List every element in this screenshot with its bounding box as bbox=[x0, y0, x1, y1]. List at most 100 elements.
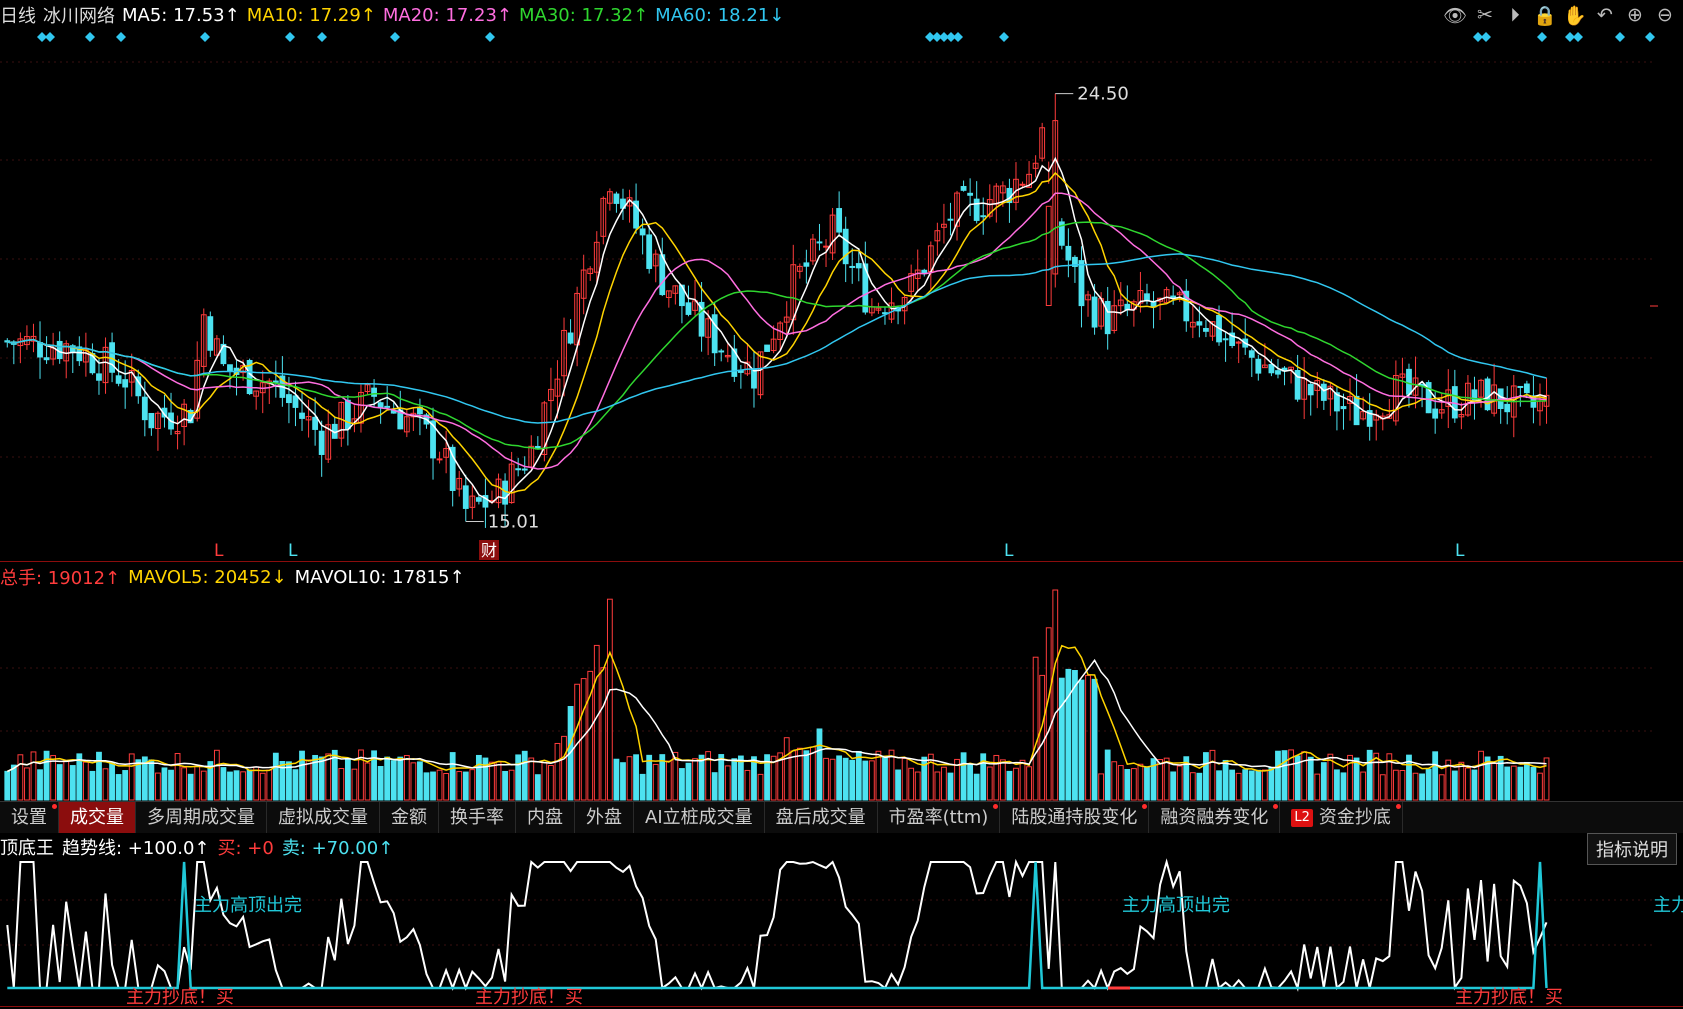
top-signal-label: 主力高顶出完 bbox=[194, 895, 302, 916]
candle-body bbox=[1320, 383, 1327, 401]
volume-bar bbox=[1196, 772, 1203, 801]
volume-bar bbox=[1268, 767, 1275, 801]
candle-body bbox=[508, 463, 515, 504]
tab-label: 外盘 bbox=[586, 807, 622, 828]
zoom-out-icon[interactable]: ⊖ bbox=[1657, 4, 1673, 26]
period-label[interactable]: 日线 bbox=[0, 6, 36, 27]
volume-bar bbox=[548, 764, 554, 801]
candle-body bbox=[299, 412, 305, 419]
volume-bar bbox=[901, 757, 908, 801]
volume-bar bbox=[823, 757, 829, 801]
signal-diamond-icon bbox=[285, 32, 295, 42]
tab-13[interactable]: L2 资金抄底 bbox=[1280, 802, 1403, 833]
candle-body bbox=[698, 301, 705, 337]
candle-body bbox=[1091, 296, 1098, 328]
volume-bar bbox=[436, 769, 443, 801]
candle-body bbox=[1366, 410, 1373, 427]
volume-bar bbox=[30, 751, 37, 801]
candle-body bbox=[148, 412, 155, 429]
candle-body bbox=[548, 388, 554, 402]
tab-dot-icon bbox=[52, 804, 57, 809]
volume-bar bbox=[1072, 670, 1078, 801]
signal-diamond-icon bbox=[939, 32, 949, 42]
volume-bar bbox=[56, 764, 63, 801]
undo-icon[interactable]: ↶ bbox=[1597, 4, 1613, 26]
tab-2[interactable]: 多周期成交量 bbox=[136, 802, 267, 833]
candle-body bbox=[718, 350, 725, 353]
zoom-in-icon[interactable]: ⊕ bbox=[1627, 4, 1643, 26]
volume-bar bbox=[921, 756, 928, 801]
scissors-icon[interactable]: ✂ bbox=[1477, 4, 1493, 26]
candle-body bbox=[1183, 290, 1190, 322]
tab-1[interactable]: 成交量 bbox=[59, 802, 136, 833]
lock-icon[interactable]: 🔒 bbox=[1533, 5, 1557, 27]
volume-bar bbox=[292, 769, 299, 801]
candle-body bbox=[1222, 338, 1229, 341]
candle-body bbox=[292, 395, 299, 408]
volume-bar bbox=[475, 754, 482, 801]
candle-body bbox=[1189, 321, 1196, 328]
tab-5[interactable]: 换手率 bbox=[439, 802, 516, 833]
candle-body bbox=[1504, 403, 1511, 413]
volume-bar bbox=[757, 773, 764, 801]
volume-bar bbox=[1137, 763, 1144, 801]
volume-bar bbox=[397, 756, 404, 801]
volume-bar bbox=[1098, 773, 1105, 801]
volume-bar bbox=[875, 750, 882, 801]
volume-bar bbox=[626, 756, 633, 801]
indicator-explain-button[interactable]: 指标说明 bbox=[1587, 833, 1677, 865]
tab-10[interactable]: 市盈率(ttm) bbox=[878, 802, 1001, 833]
volume-bar bbox=[803, 750, 810, 801]
volume-bar bbox=[737, 755, 744, 801]
eye-icon[interactable]: 👁 bbox=[1443, 5, 1468, 27]
tab-7[interactable]: 外盘 bbox=[575, 802, 634, 833]
hand-icon[interactable]: ✋ bbox=[1563, 5, 1587, 27]
volume-bar bbox=[711, 772, 718, 801]
ma-line bbox=[7, 253, 1547, 424]
volume-bar bbox=[1438, 774, 1445, 801]
candle-body bbox=[1438, 409, 1445, 414]
candle-body bbox=[76, 346, 83, 362]
candle-body bbox=[286, 394, 292, 404]
signal-diamond-icon bbox=[485, 32, 495, 42]
volume-bar bbox=[1478, 750, 1484, 801]
volume-bar bbox=[220, 767, 227, 801]
candle-body bbox=[796, 265, 803, 272]
volume-bar bbox=[659, 754, 666, 801]
tab-12[interactable]: 融资融券变化 bbox=[1149, 802, 1281, 833]
cai-marker: 财 bbox=[481, 541, 497, 560]
volume-bar bbox=[633, 754, 639, 801]
candle-body bbox=[377, 402, 384, 408]
tab-11[interactable]: 陆股通持股变化 bbox=[1000, 802, 1150, 833]
volume-bar bbox=[371, 750, 377, 801]
candle-body bbox=[875, 307, 882, 311]
tab-6[interactable]: 内盘 bbox=[516, 802, 575, 833]
signal-diamond-icon bbox=[1573, 32, 1583, 42]
volume-bar bbox=[135, 759, 142, 801]
volume-bar bbox=[705, 751, 712, 801]
volume-bar bbox=[17, 754, 24, 801]
tab-4[interactable]: 金额 bbox=[380, 802, 439, 833]
tab-0[interactable]: 设置 bbox=[0, 802, 59, 833]
volume-bar bbox=[1425, 768, 1432, 801]
tab-label: AI立桩成交量 bbox=[645, 807, 753, 828]
high-price-label: 24.50 bbox=[1077, 84, 1129, 105]
volume-bar bbox=[1366, 749, 1373, 801]
candle-body bbox=[1085, 294, 1091, 301]
candle-body bbox=[1478, 379, 1484, 398]
candle-body bbox=[593, 241, 600, 273]
volume-bar bbox=[764, 754, 770, 801]
volume-bar bbox=[1451, 770, 1458, 801]
tab-8[interactable]: AI立桩成交量 bbox=[634, 802, 765, 833]
volume-bar bbox=[181, 767, 188, 801]
candle-body bbox=[115, 375, 122, 384]
volume-bar bbox=[1406, 754, 1412, 801]
play-icon[interactable]: ⏵ bbox=[1510, 4, 1520, 26]
tab-dot-icon bbox=[1142, 804, 1148, 809]
volume-bar bbox=[836, 755, 843, 801]
candle-body bbox=[1327, 385, 1334, 400]
tab-9[interactable]: 盘后成交量 bbox=[765, 802, 878, 833]
tab-3[interactable]: 虚拟成交量 bbox=[267, 802, 380, 833]
